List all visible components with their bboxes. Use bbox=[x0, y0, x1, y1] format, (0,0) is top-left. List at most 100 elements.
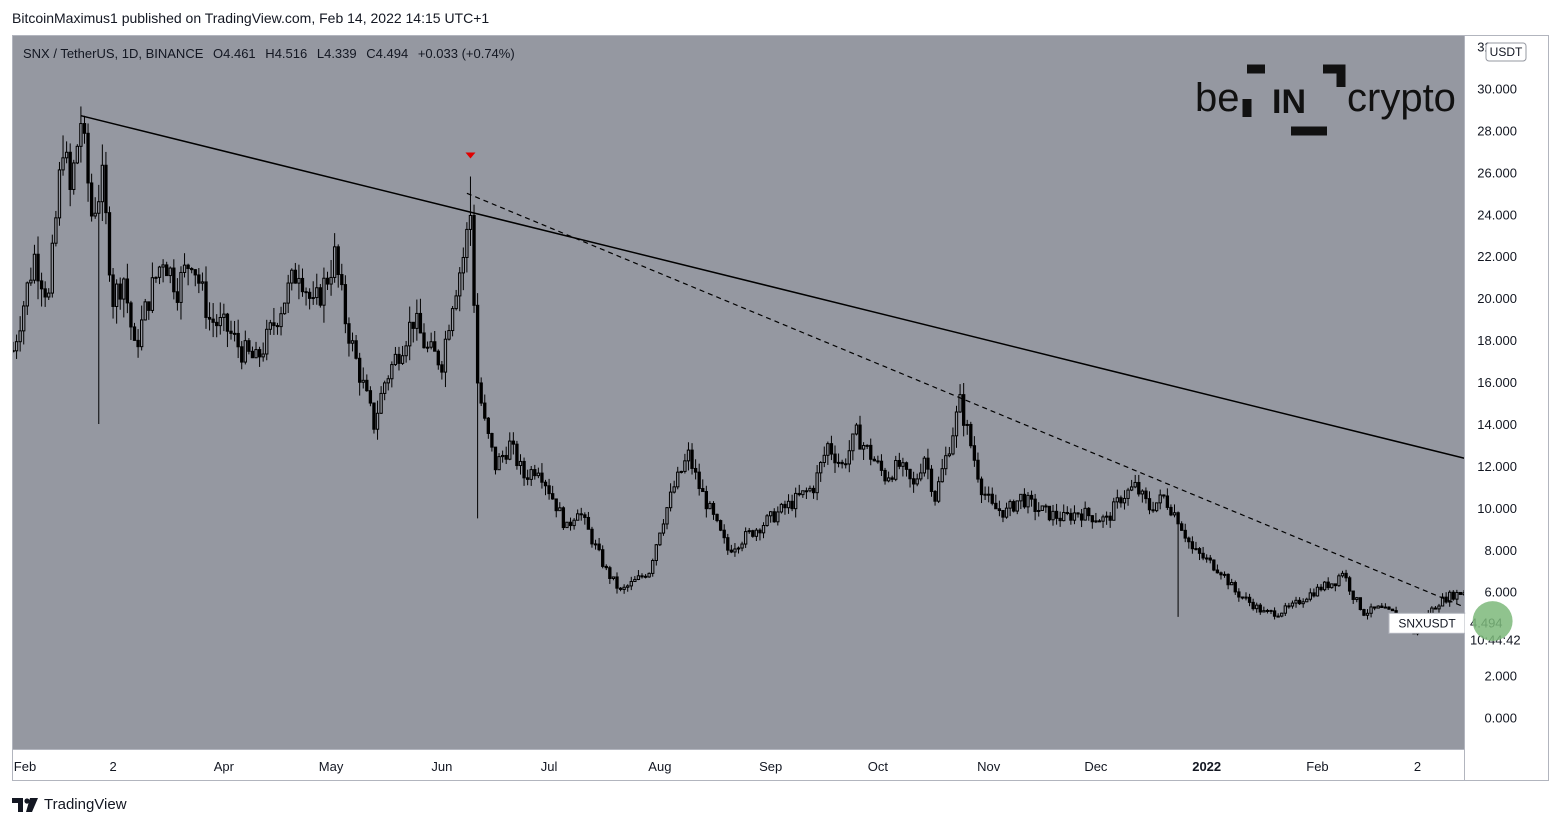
candle-body bbox=[715, 513, 719, 522]
candle bbox=[1294, 596, 1298, 608]
candle bbox=[25, 281, 29, 315]
candle bbox=[861, 442, 866, 460]
candle bbox=[1362, 608, 1366, 617]
price-chart[interactable]: be IN crypto SNX / TetherUS, 1D, BINANCE… bbox=[13, 36, 1548, 780]
candle-body bbox=[479, 382, 483, 404]
candle bbox=[218, 302, 222, 335]
candle-body bbox=[808, 487, 812, 492]
price-axis[interactable]: 32.00030.00028.00026.00024.00022.00020.0… bbox=[1388, 36, 1548, 780]
candle-body bbox=[325, 277, 330, 285]
candle bbox=[1205, 554, 1209, 563]
candle bbox=[1197, 547, 1202, 561]
candle-body bbox=[39, 280, 44, 290]
candle-body bbox=[1255, 604, 1259, 610]
candle-body bbox=[879, 460, 884, 471]
candle-body bbox=[901, 462, 905, 467]
candle bbox=[936, 476, 941, 504]
candle-body bbox=[597, 543, 601, 551]
descending-resistance-line[interactable] bbox=[80, 114, 1548, 519]
candle bbox=[751, 529, 755, 538]
candle bbox=[1126, 487, 1130, 506]
candle-body bbox=[511, 440, 516, 445]
candle bbox=[779, 502, 784, 514]
candle-body bbox=[86, 132, 90, 184]
candle bbox=[894, 455, 898, 482]
candle bbox=[157, 265, 162, 285]
watermark-in: IN bbox=[1272, 83, 1306, 121]
candle bbox=[1044, 503, 1048, 513]
candle-body bbox=[415, 312, 419, 329]
candle bbox=[418, 298, 423, 334]
candle bbox=[243, 330, 247, 365]
candle bbox=[583, 512, 587, 525]
candle-body bbox=[261, 353, 265, 358]
candle bbox=[247, 338, 251, 355]
candle-body bbox=[933, 490, 937, 502]
candle-body bbox=[50, 242, 54, 294]
candle-body bbox=[1222, 573, 1227, 576]
chart-frame[interactable]: be IN crypto SNX / TetherUS, 1D, BINANCE… bbox=[12, 35, 1549, 781]
candle bbox=[1004, 502, 1009, 519]
candle bbox=[1219, 571, 1223, 580]
time-axis[interactable]: Feb 2 Apr May Jun Jul Aug Sep Oct Nov Dec 2022 Feb 2 bbox=[13, 749, 1464, 780]
candle bbox=[429, 332, 433, 350]
dashed-resistance-line[interactable] bbox=[466, 192, 1504, 624]
candle-body bbox=[1147, 498, 1152, 511]
candle-body bbox=[836, 461, 841, 464]
candle bbox=[919, 463, 923, 482]
candle bbox=[272, 307, 276, 335]
candle-body bbox=[944, 455, 948, 470]
candle bbox=[954, 405, 959, 448]
candle-body bbox=[1333, 583, 1338, 587]
candle bbox=[490, 432, 494, 452]
candle-body bbox=[583, 514, 587, 518]
candle-body bbox=[1369, 606, 1373, 614]
candle-body bbox=[815, 472, 819, 494]
candle bbox=[322, 267, 326, 323]
candle bbox=[1065, 506, 1069, 516]
candle-body bbox=[558, 507, 562, 512]
candle-body bbox=[618, 587, 623, 590]
candle-body bbox=[1083, 507, 1087, 521]
candle bbox=[651, 558, 655, 577]
candle-body bbox=[844, 463, 848, 466]
candle bbox=[329, 260, 333, 296]
candle-body bbox=[365, 379, 369, 392]
candle bbox=[125, 263, 130, 314]
candle bbox=[740, 541, 744, 552]
candle bbox=[576, 509, 580, 521]
candle bbox=[111, 268, 115, 319]
y-tick-label: 26.000 bbox=[1477, 165, 1517, 180]
candle bbox=[68, 143, 72, 207]
currency-badge[interactable]: USDT bbox=[1485, 42, 1527, 62]
candle bbox=[472, 204, 476, 313]
candle-body bbox=[983, 493, 987, 496]
candle bbox=[379, 386, 383, 414]
svg-text:SNX / TetherUS, 1D, BINANCE: SNX / TetherUS, 1D, BINANCE O4.461 H4.51… bbox=[23, 46, 515, 61]
candle-body bbox=[257, 349, 262, 358]
candle-body bbox=[75, 145, 79, 164]
candle bbox=[29, 267, 33, 286]
candle-body bbox=[1137, 481, 1141, 495]
x-tick-label: Sep bbox=[759, 759, 782, 774]
candle-body bbox=[776, 511, 780, 523]
candle bbox=[1072, 505, 1077, 525]
candle-body bbox=[676, 471, 680, 488]
candle bbox=[997, 500, 1002, 517]
candle bbox=[597, 537, 601, 552]
x-tick-label: Apr bbox=[214, 759, 235, 774]
candle bbox=[869, 438, 873, 466]
candle bbox=[983, 486, 987, 501]
candle bbox=[215, 314, 219, 338]
candle bbox=[1162, 494, 1166, 499]
candle-body bbox=[1037, 509, 1041, 512]
candle bbox=[368, 386, 373, 407]
candle bbox=[375, 400, 380, 440]
candle bbox=[554, 498, 558, 518]
candle bbox=[400, 345, 405, 365]
candle-body bbox=[533, 469, 537, 477]
candle bbox=[572, 518, 576, 530]
tradingview-footer[interactable]: TradingView bbox=[12, 796, 127, 813]
candle bbox=[865, 444, 869, 450]
candle bbox=[979, 476, 984, 504]
